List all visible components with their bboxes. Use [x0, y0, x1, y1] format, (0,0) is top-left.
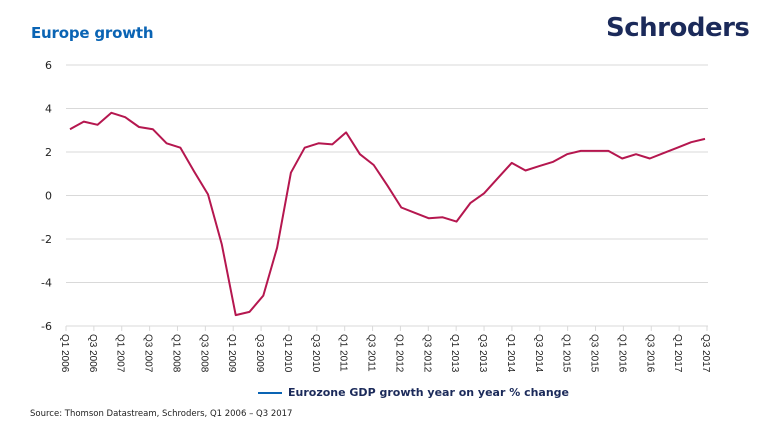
- y-tick-label: 6: [45, 59, 52, 72]
- x-tick-label: Q3 2015: [589, 334, 600, 373]
- x-tick-label: Q1 2010: [282, 334, 293, 373]
- x-tick-label: Q3 2007: [143, 334, 154, 373]
- x-tick-label: Q1 2014: [505, 334, 516, 373]
- series-line-eurozone-gdp: [69, 111, 706, 317]
- x-tick-label: Q1 2013: [449, 334, 460, 373]
- chart-title: Europe growth: [31, 24, 154, 42]
- y-tick-label: 4: [45, 103, 52, 116]
- legend: Eurozone GDP growth year on year % chang…: [258, 386, 569, 399]
- x-tick-label: Q3 2016: [644, 334, 655, 373]
- x-tick-label: Q3 2008: [198, 334, 209, 373]
- x-tick-label: Q3 2014: [533, 334, 544, 373]
- legend-label: Eurozone GDP growth year on year % chang…: [288, 386, 570, 399]
- x-tick-label: Q3 2006: [87, 334, 98, 373]
- x-tick-label: Q1 2009: [226, 334, 237, 373]
- x-tick-label: Q3 2010: [310, 334, 321, 373]
- source-note: Source: Thomson Datastream, Schroders, Q…: [30, 409, 293, 419]
- y-tick-label: 0: [45, 190, 52, 203]
- x-tick-label: Q1 2006: [59, 334, 70, 373]
- x-tick-label: Q1 2016: [616, 334, 627, 373]
- y-tick-label: 2: [45, 146, 52, 159]
- x-tick-label: Q1 2008: [170, 334, 181, 373]
- y-axis-ticks: 6 4 2 0 -2 -4 -6: [41, 59, 52, 333]
- x-tick-label: Q1 2017: [672, 334, 683, 373]
- x-tick-label: Q3 2013: [477, 334, 488, 373]
- x-tick-label: Q1 2007: [115, 334, 126, 373]
- x-tick-label: Q3 2009: [254, 334, 265, 373]
- schroders-logo: Schroders: [606, 13, 750, 43]
- y-tick-label: -2: [41, 233, 52, 246]
- series-group: [69, 111, 706, 317]
- x-axis: Q1 2006 Q3 2006 Q1 2007 Q3 2007 Q1 2008 Q3 20…: [59, 326, 711, 373]
- x-tick-label: Q1 2012: [393, 334, 404, 373]
- x-tick-label: Q3 2012: [421, 334, 432, 373]
- legend-swatch: [258, 391, 282, 394]
- gridlines: [66, 64, 708, 327]
- x-tick-label: Q3 2011: [366, 334, 377, 372]
- x-tick-label: Q1 2011: [338, 334, 349, 372]
- y-tick-label: -6: [41, 320, 52, 333]
- y-tick-label: -4: [41, 277, 52, 290]
- x-tick-label: Q3 2017: [700, 334, 711, 373]
- x-tick-label: Q1 2015: [561, 334, 572, 373]
